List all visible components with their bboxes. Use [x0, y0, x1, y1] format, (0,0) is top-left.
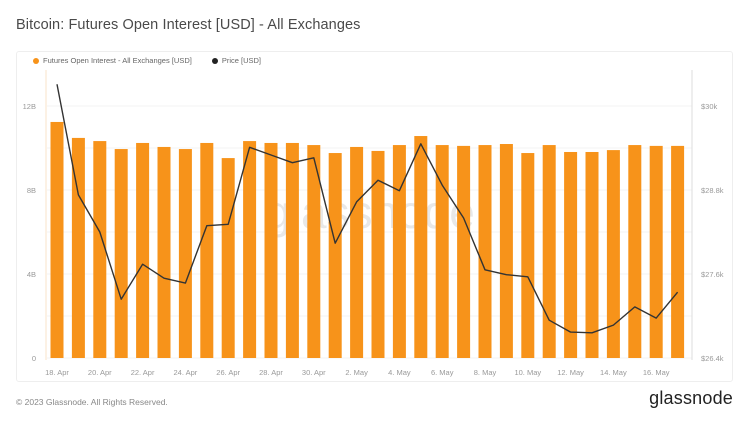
bar[interactable] [606, 150, 620, 358]
y-left-tick: 0 [32, 354, 36, 363]
legend-label: Futures Open Interest - All Exchanges [U… [43, 56, 192, 65]
bar[interactable] [200, 142, 214, 358]
black-dot-icon [211, 57, 218, 64]
bar[interactable] [649, 145, 663, 358]
y-right-tick: $30k [701, 102, 718, 111]
bar[interactable] [285, 142, 299, 358]
bar[interactable] [93, 141, 107, 358]
bar[interactable] [435, 145, 449, 358]
bar[interactable] [264, 142, 278, 358]
bar[interactable] [542, 145, 556, 358]
legend-item-price[interactable]: Price [USD] [211, 56, 262, 65]
bar[interactable] [328, 153, 342, 358]
legend: Futures Open Interest - All Exchanges [U… [33, 56, 261, 65]
x-tick: 22. Apr [131, 368, 155, 377]
bar[interactable] [457, 145, 471, 358]
y-left-tick: 12B [23, 102, 36, 111]
copyright: © 2023 Glassnode. All Rights Reserved. [16, 397, 168, 407]
bar[interactable] [499, 144, 513, 358]
x-tick: 8. May [474, 368, 497, 377]
x-tick: 16. May [643, 368, 670, 377]
bar[interactable] [414, 136, 428, 358]
orange-dot-icon [33, 57, 39, 64]
price-line [56, 84, 679, 334]
legend-label: Price [USD] [221, 56, 262, 65]
y-left-tick: 4B [27, 270, 36, 279]
bar[interactable] [307, 145, 321, 358]
legend-item-open-interest[interactable]: Futures Open Interest - All Exchanges [U… [33, 56, 192, 65]
x-tick: 2. May [345, 368, 368, 377]
bar[interactable] [243, 141, 257, 358]
x-tick: 6. May [431, 368, 454, 377]
bar[interactable] [136, 142, 150, 358]
y-left-tick: 8B [27, 186, 36, 195]
x-tick: 10. May [514, 368, 541, 377]
right-y-axis: $26.4k $27.6k $28.8k $30k [701, 102, 724, 363]
x-tick: 30. Apr [302, 368, 326, 377]
bar[interactable] [71, 137, 85, 358]
y-right-tick: $27.6k [701, 270, 724, 279]
bar[interactable] [178, 149, 192, 358]
x-axis: 18. Apr 20. Apr 22. Apr 24. Apr 26. Apr 28. A… [45, 368, 670, 377]
gridlines [47, 105, 692, 359]
chart-title: Bitcoin: Futures Open Interest [USD] - A… [16, 17, 361, 33]
bar[interactable] [392, 145, 406, 358]
x-tick: 20. Apr [88, 368, 112, 377]
bar[interactable] [157, 146, 171, 358]
bar[interactable] [50, 121, 64, 359]
left-y-axis: 0 4B 8B 12B [23, 102, 36, 363]
bar[interactable] [521, 153, 535, 358]
bar[interactable] [564, 151, 578, 358]
y-right-tick: $26.4k [701, 354, 724, 363]
glassnode-logo: glassnode [649, 388, 733, 408]
x-tick: 4. May [388, 368, 411, 377]
bars [50, 121, 685, 359]
bar[interactable] [671, 145, 685, 358]
y-right-tick: $28.8k [701, 186, 724, 195]
bar[interactable] [114, 149, 128, 358]
x-tick: 14. May [600, 368, 627, 377]
x-tick: 26. Apr [216, 368, 240, 377]
x-tick: 12. May [557, 368, 584, 377]
bar[interactable] [371, 150, 385, 358]
chart-card [16, 51, 733, 382]
bar[interactable] [585, 151, 599, 358]
x-tick: 24. Apr [174, 368, 198, 377]
x-tick: 18. Apr [45, 368, 69, 377]
bar[interactable] [628, 145, 642, 358]
bar[interactable] [478, 145, 492, 358]
bar[interactable] [350, 146, 364, 358]
bar[interactable] [221, 158, 235, 358]
x-tick: 28. Apr [259, 368, 283, 377]
